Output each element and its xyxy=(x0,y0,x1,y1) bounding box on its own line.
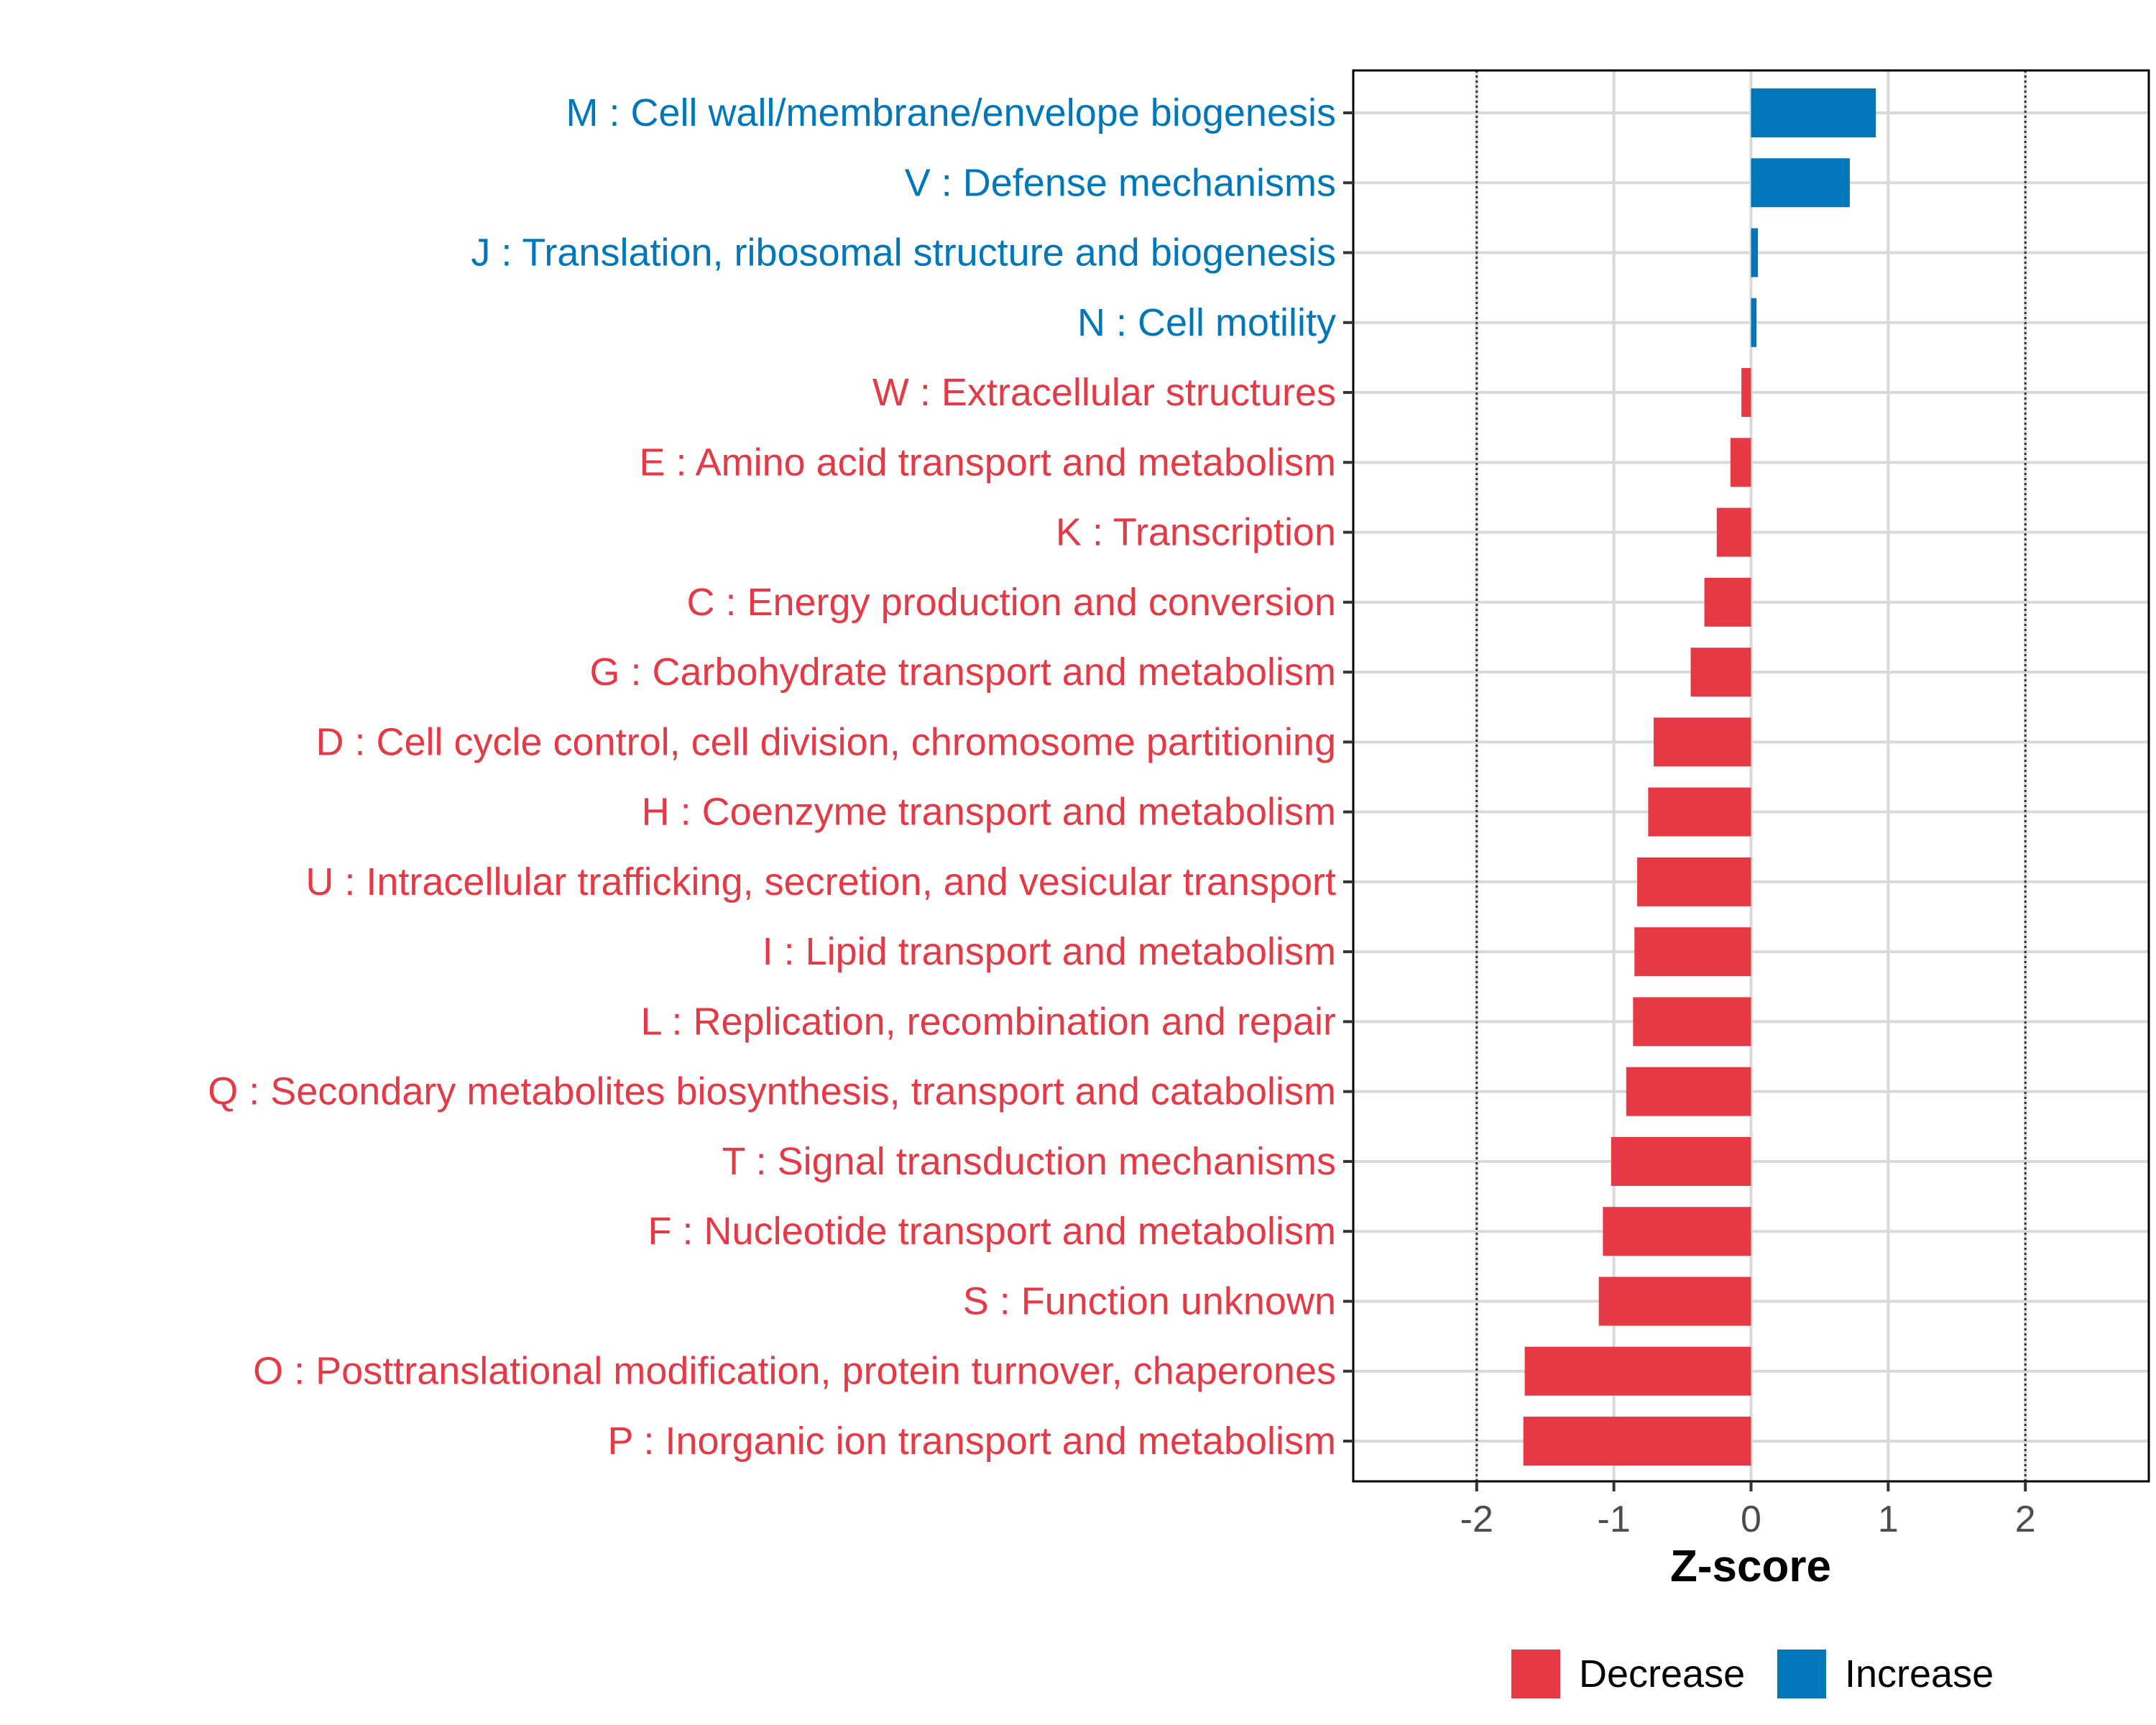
bar xyxy=(1633,997,1751,1046)
bar xyxy=(1598,1276,1751,1326)
x-axis-ticks: -2 -1 0 1 2 xyxy=(1460,1481,2036,1540)
category-label: U : Intracellular trafficking, secretion… xyxy=(305,860,1336,903)
bar xyxy=(1730,438,1751,487)
category-label: W : Extracellular structures xyxy=(872,371,1336,414)
legend-swatch-decrease xyxy=(1511,1650,1560,1698)
reference-lines xyxy=(1475,70,2027,1481)
bar xyxy=(1524,1346,1751,1396)
category-label: O : Posttranslational modification, prot… xyxy=(253,1350,1336,1393)
category-label: E : Amino acid transport and metabolism xyxy=(640,441,1336,484)
bar xyxy=(1690,648,1751,697)
x-tick-label: 0 xyxy=(1741,1499,1761,1540)
category-label: L : Replication, recombination and repai… xyxy=(640,1000,1336,1043)
bar xyxy=(1704,577,1751,627)
legend-label-decrease: Decrease xyxy=(1579,1652,1745,1696)
category-label: I : Lipid transport and metabolism xyxy=(763,930,1336,973)
legend-swatch-increase xyxy=(1777,1650,1826,1698)
bar xyxy=(1611,1136,1751,1186)
bar xyxy=(1751,88,1876,137)
x-axis-title: Z-score xyxy=(1670,1542,1831,1591)
category-label: C : Energy production and conversion xyxy=(686,581,1336,624)
category-labels: M : Cell wall/membrane/envelope biogenes… xyxy=(208,91,1353,1463)
legend: Decrease Increase xyxy=(1511,1650,1994,1698)
bar xyxy=(1637,857,1751,906)
category-label: Q : Secondary metabolites biosynthesis, … xyxy=(208,1070,1336,1113)
x-tick-label: -1 xyxy=(1598,1499,1631,1540)
category-label: J : Translation, ribosomal structure and… xyxy=(471,231,1336,275)
bar xyxy=(1648,787,1751,837)
bar xyxy=(1741,368,1751,418)
legend-label-increase: Increase xyxy=(1845,1652,1994,1696)
category-label: H : Coenzyme transport and metabolism xyxy=(642,791,1336,834)
category-label: G : Carbohydrate transport and metabolis… xyxy=(590,650,1337,694)
category-label: M : Cell wall/membrane/envelope biogenes… xyxy=(566,91,1336,134)
category-label: D : Cell cycle control, cell division, c… xyxy=(315,720,1336,763)
bar xyxy=(1603,1207,1751,1256)
bar xyxy=(1751,158,1850,208)
category-label: K : Transcription xyxy=(1056,511,1336,554)
bar xyxy=(1653,717,1751,767)
category-label: T : Signal transduction mechanisms xyxy=(722,1140,1336,1183)
bar xyxy=(1626,1067,1751,1116)
x-tick-label: 1 xyxy=(1878,1499,1899,1540)
category-label: F : Nucleotide transport and metabolism xyxy=(648,1210,1336,1253)
bars xyxy=(1523,88,1876,1466)
bar xyxy=(1716,507,1751,557)
bar xyxy=(1751,298,1757,347)
bar xyxy=(1523,1417,1751,1466)
category-label: S : Function unknown xyxy=(963,1279,1336,1322)
gridlines xyxy=(1353,70,2149,1481)
bar xyxy=(1634,927,1751,977)
category-label: V : Defense mechanisms xyxy=(905,161,1336,204)
category-label: N : Cell motility xyxy=(1077,301,1336,344)
bar xyxy=(1751,228,1759,277)
x-tick-label: 2 xyxy=(2015,1499,2036,1540)
category-label: P : Inorganic ion transport and metaboli… xyxy=(607,1420,1336,1463)
x-tick-label: -2 xyxy=(1460,1499,1493,1540)
